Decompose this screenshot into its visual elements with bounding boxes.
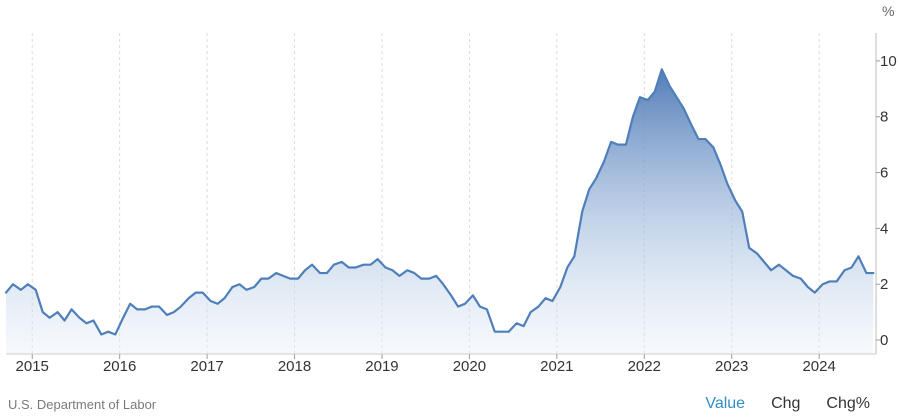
toggle-chg-percent[interactable]: Chg% — [826, 395, 870, 412]
view-toggle-group: Value Chg Chg% — [679, 395, 870, 413]
y-tick-label: 4 — [880, 220, 888, 237]
y-tick-label: 0 — [880, 332, 888, 349]
x-tick-label: 2015 — [16, 358, 49, 375]
toggle-chg[interactable]: Chg — [771, 395, 801, 412]
y-tick-label: 6 — [880, 165, 888, 182]
series-area-fill — [6, 69, 874, 354]
x-tick-label: 2018 — [278, 358, 311, 375]
y-tick-label: 8 — [880, 109, 888, 126]
series-line — [4, 68, 875, 336]
x-tick-label: 2023 — [715, 358, 748, 375]
series-line-path — [4, 68, 875, 336]
x-tick-label: 2022 — [628, 358, 661, 375]
y-tick-label: 2 — [880, 276, 888, 293]
series-area — [6, 69, 874, 354]
x-tick-label: 2017 — [190, 358, 223, 375]
x-tick-label: 2024 — [802, 358, 835, 375]
y-tick-label: 10 — [880, 53, 897, 70]
x-tick-label: 2020 — [453, 358, 486, 375]
x-tick-label: 2019 — [365, 358, 398, 375]
source-label: U.S. Department of Labor — [8, 397, 157, 412]
y-axis: 0 2 4 6 8 10% — [875, 3, 897, 354]
x-axis: 2015 2016 2017 2018 2019 2020 2021 2022 2023 2024 — [6, 353, 876, 375]
x-tick-label: 2021 — [540, 358, 573, 375]
x-tick-label: 2016 — [103, 358, 136, 375]
toggle-value[interactable]: Value — [705, 395, 746, 412]
y-unit-label: % — [882, 3, 894, 19]
